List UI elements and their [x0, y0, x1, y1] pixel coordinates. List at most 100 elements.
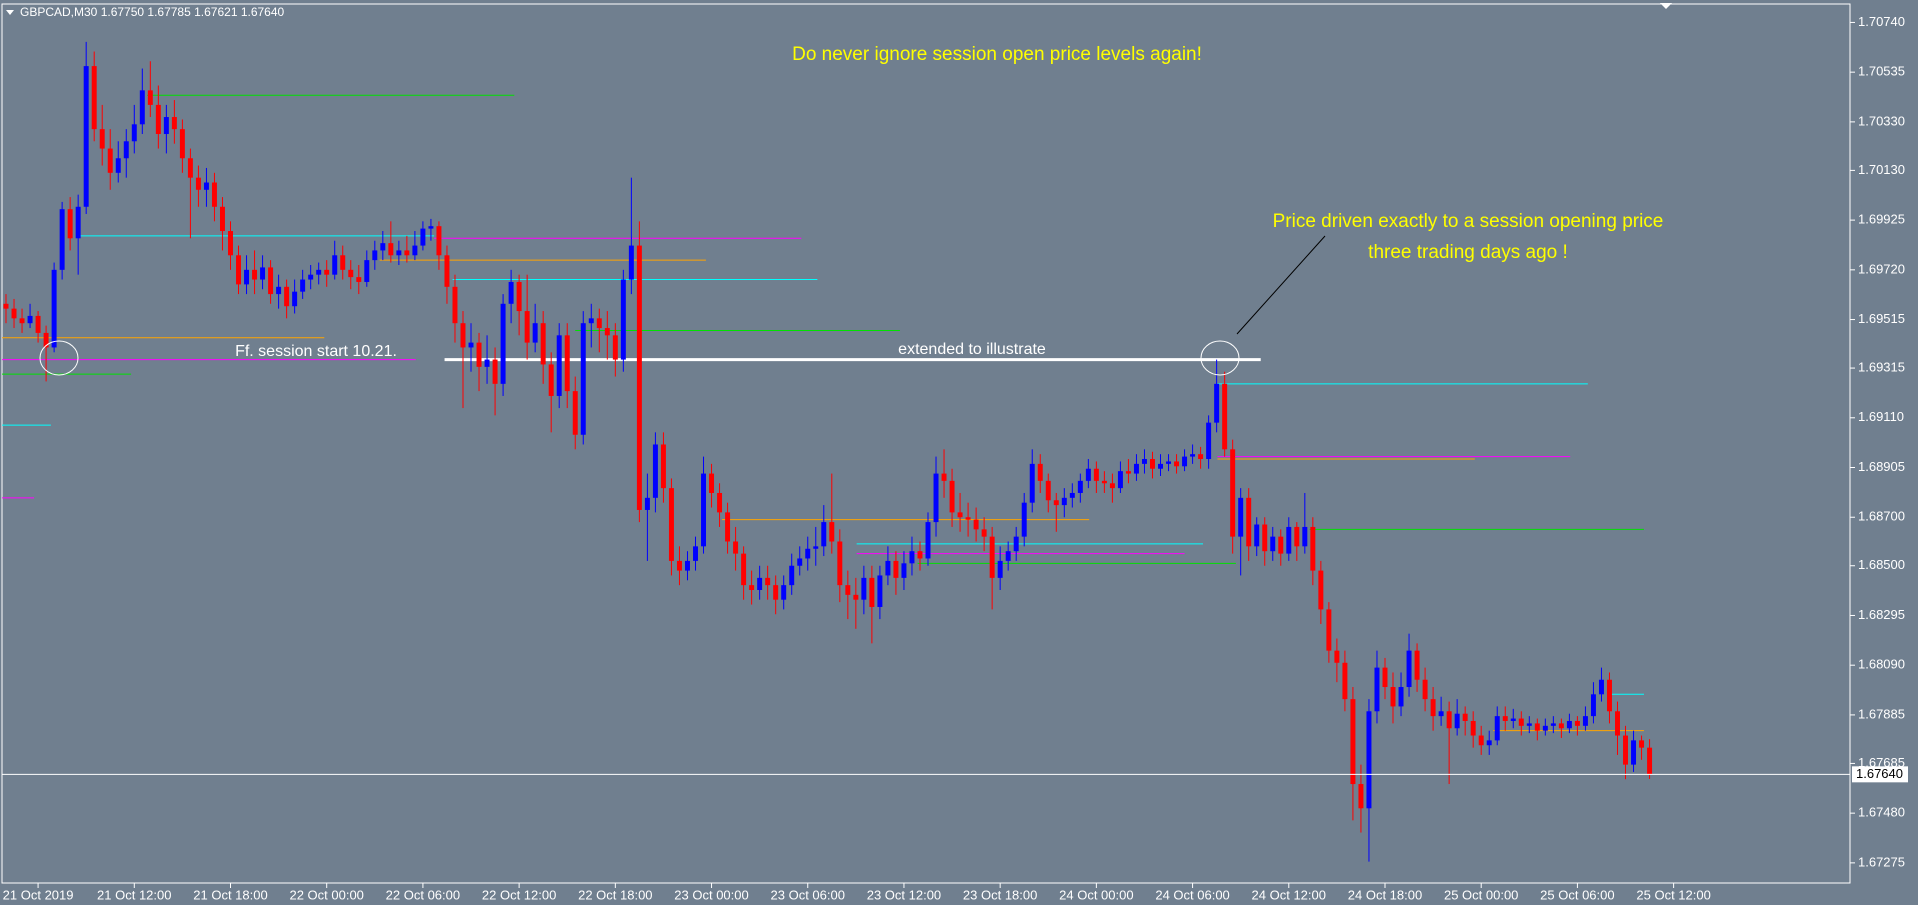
annotation: Price driven exactly to a session openin… — [1273, 211, 1664, 232]
highlight-circle — [39, 340, 79, 376]
candle-body — [1286, 526, 1292, 554]
candle-body — [1029, 463, 1035, 503]
candle-body — [1230, 449, 1236, 537]
candle-body — [1486, 740, 1492, 746]
candle-body — [428, 226, 434, 229]
candle-body — [91, 66, 97, 130]
candle-body — [925, 522, 931, 559]
candle-body — [1278, 536, 1284, 554]
shift-marker[interactable] — [1660, 3, 1672, 9]
candle-body — [1214, 383, 1220, 423]
y-tick-label: 1.70535 — [1858, 64, 1905, 79]
candle-body — [308, 274, 314, 280]
candle-body — [1574, 720, 1580, 726]
x-tick-label: 24 Oct 18:00 — [1348, 887, 1422, 902]
candle-body — [1350, 699, 1356, 785]
candle-body — [364, 260, 370, 282]
candle-body — [1302, 526, 1308, 547]
pointer-line — [1236, 235, 1326, 335]
candle-body — [1125, 471, 1131, 474]
candle-body — [869, 577, 875, 607]
candle-body — [1615, 711, 1620, 736]
x-tick-label: 22 Oct 00:00 — [289, 887, 363, 902]
x-tick-label: 25 Oct 00:00 — [1444, 887, 1518, 902]
candle-body — [1598, 679, 1604, 695]
candle-body — [492, 359, 498, 384]
candle-body — [1077, 480, 1083, 493]
candle-body — [1061, 497, 1067, 506]
y-tick-label: 1.68500 — [1858, 557, 1905, 572]
candle-body — [115, 158, 121, 173]
candle-body — [404, 250, 410, 256]
x-tick-label: 21 Oct 18:00 — [193, 887, 267, 902]
candle-body — [412, 245, 418, 256]
y-tick-label: 1.69110 — [1858, 409, 1904, 424]
candle-body — [757, 577, 763, 590]
candle-body — [139, 90, 145, 125]
candle-body — [1382, 667, 1388, 688]
candle-body — [1190, 454, 1196, 457]
y-tick-label: 1.67685 — [1858, 755, 1905, 770]
candle-body — [43, 332, 49, 348]
current-price-label: 1.67640 — [1856, 766, 1903, 781]
candle-body — [1037, 463, 1043, 481]
candle-body — [548, 364, 554, 396]
candle-body — [877, 575, 883, 607]
candle-body — [1430, 699, 1436, 717]
chart-title: Do never ignore session open price level… — [792, 44, 1202, 65]
y-tick-label: 1.70330 — [1858, 113, 1905, 128]
candle-body — [933, 473, 939, 523]
candle-body — [1182, 456, 1188, 467]
candle-body — [300, 279, 306, 292]
x-tick-label: 22 Oct 18:00 — [578, 887, 652, 902]
candle-body — [1470, 720, 1476, 736]
candle-body — [324, 269, 330, 275]
candle-body — [1093, 468, 1099, 481]
candle-body — [420, 228, 426, 246]
x-tick-label: 25 Oct 06:00 — [1540, 887, 1614, 902]
candle-body — [123, 141, 129, 159]
candle-body — [1550, 723, 1556, 726]
candle-body — [1021, 502, 1027, 537]
candle-body — [268, 267, 274, 295]
candle-body — [1462, 713, 1468, 721]
x-tick-label: 24 Oct 06:00 — [1155, 887, 1229, 902]
candle-body — [1270, 536, 1276, 552]
candle-body — [27, 315, 33, 324]
annotation: extended to illustrate — [898, 341, 1046, 358]
candle-body — [1246, 497, 1252, 547]
candle-body — [348, 269, 354, 278]
candle-body — [1566, 720, 1572, 729]
candle-body — [1631, 740, 1637, 765]
candle-body — [380, 243, 386, 251]
candle-body — [973, 519, 979, 530]
candle-body — [228, 231, 233, 256]
candle-body — [67, 209, 73, 239]
candle-body — [773, 585, 779, 600]
candle-body — [1438, 711, 1444, 717]
candle-body — [187, 158, 193, 178]
candle-body — [693, 546, 698, 561]
candle-body — [805, 548, 811, 559]
candle-body — [636, 245, 642, 510]
x-tick-label: 23 Oct 12:00 — [867, 887, 941, 902]
candle-body — [59, 209, 65, 270]
x-tick-label: 24 Oct 12:00 — [1252, 887, 1326, 902]
candle-body — [147, 90, 153, 105]
candle-body — [1534, 723, 1540, 731]
menu-arrow[interactable] — [6, 10, 14, 15]
candle-body — [885, 560, 891, 576]
candle-body — [997, 560, 1003, 578]
y-tick-label: 1.67885 — [1858, 706, 1905, 721]
candle-body — [1542, 725, 1548, 731]
candle-body — [965, 517, 971, 520]
candle-body — [789, 565, 795, 586]
candle-body — [1526, 723, 1532, 726]
candle-body — [468, 342, 474, 348]
candle-body — [1406, 650, 1412, 688]
candle-body — [1398, 687, 1404, 707]
candle-body — [203, 182, 209, 190]
candle-body — [701, 473, 707, 547]
candle-body — [356, 277, 362, 282]
